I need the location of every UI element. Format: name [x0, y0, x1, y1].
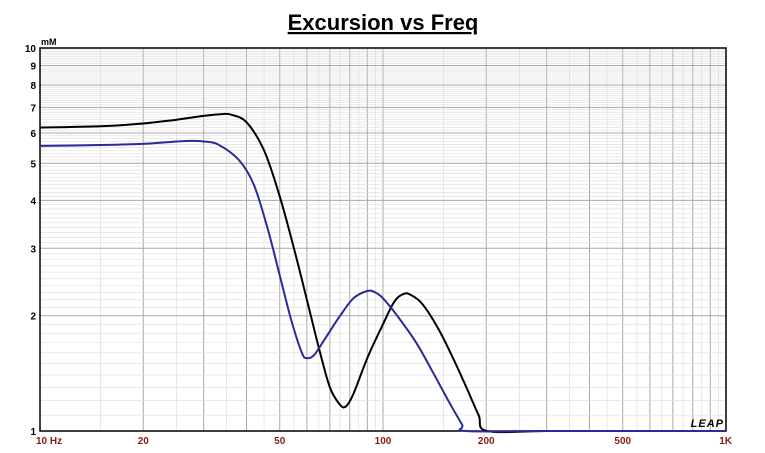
y-tick-label: 7 — [30, 103, 36, 114]
y-unit-label: mM — [41, 37, 57, 47]
y-tick-label: 5 — [30, 159, 36, 170]
series-line-1 — [39, 112, 726, 434]
y-tick-label: 1 — [30, 427, 36, 438]
y-tick-label: 9 — [30, 62, 36, 73]
x-tick-label: 200 — [478, 436, 495, 447]
x-tick-label: 50 — [274, 436, 286, 447]
y-tick-label: 4 — [30, 196, 36, 207]
plot-frame — [39, 47, 727, 432]
x-tick-label: 500 — [614, 436, 631, 447]
x-tick-label: 1K — [719, 436, 733, 447]
y-tick-label: 10 — [25, 44, 37, 55]
x-tick-label: 10 Hz — [36, 436, 62, 447]
x-tick-label: 20 — [138, 436, 150, 447]
y-tick-label: 6 — [30, 129, 36, 140]
chart-title: Excursion vs Freq — [288, 10, 479, 35]
x-tick-labels: 10 Hz 20 50 100 200 500 1K — [36, 436, 733, 447]
y-tick-label: 8 — [30, 81, 36, 92]
brand-label: LEAP — [691, 418, 724, 430]
y-tick-label: 2 — [30, 312, 36, 323]
y-tick-label: 3 — [30, 244, 36, 255]
grid — [40, 48, 726, 431]
y-tick-labels: 1 2 3 4 5 6 7 8 9 10 — [25, 44, 37, 438]
series-line-2 — [39, 139, 726, 433]
series-layer — [39, 112, 726, 434]
x-tick-label: 100 — [375, 436, 392, 447]
